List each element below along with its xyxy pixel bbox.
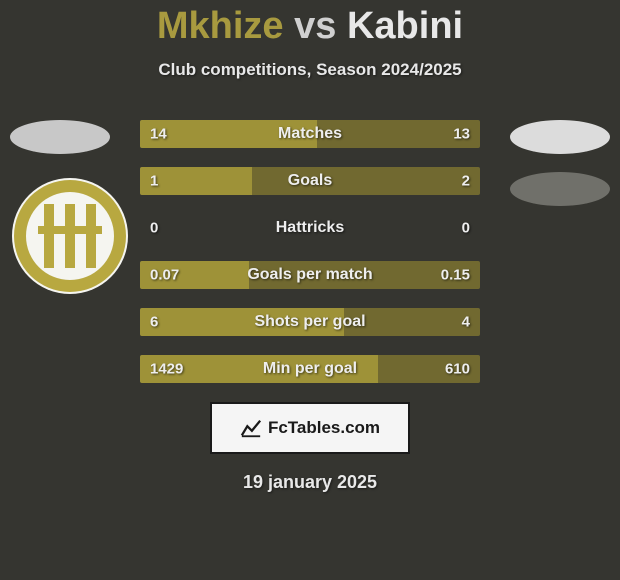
comparison-container: Mkhize vs Kabini Club competitions, Seas… [0,0,620,493]
stats-area: 1413Matches 12Goals 00Hattricks 0.070.15Goa… [0,120,620,383]
stat-row: 00Hattricks [140,214,480,242]
stat-label: Matches [140,125,480,143]
chart-icon [240,417,262,439]
badge-player2-club [510,172,610,206]
stat-label: Hattricks [140,219,480,237]
stat-label: Goals per match [140,266,480,284]
branding-text: FcTables.com [268,418,380,438]
stat-row: 1413Matches [140,120,480,148]
branding-box[interactable]: FcTables.com [210,402,410,454]
stat-label: Min per goal [140,360,480,378]
stat-row: 1429610Min per goal [140,355,480,383]
stat-row: 0.070.15Goals per match [140,261,480,289]
player2-name: Kabini [347,5,463,47]
club-logo-icon [12,178,128,294]
title: Mkhize vs Kabini [0,5,620,48]
vs-text: vs [294,5,336,47]
stat-row: 12Goals [140,167,480,195]
date-text: 19 january 2025 [0,472,620,493]
badge-player1 [10,120,110,154]
stat-label: Shots per goal [140,313,480,331]
stat-label: Goals [140,172,480,190]
badge-player2 [510,120,610,154]
player1-name: Mkhize [157,5,284,47]
subtitle: Club competitions, Season 2024/2025 [0,60,620,80]
stat-bars: 1413Matches 12Goals 00Hattricks 0.070.15Goa… [140,120,480,383]
stat-row: 64Shots per goal [140,308,480,336]
